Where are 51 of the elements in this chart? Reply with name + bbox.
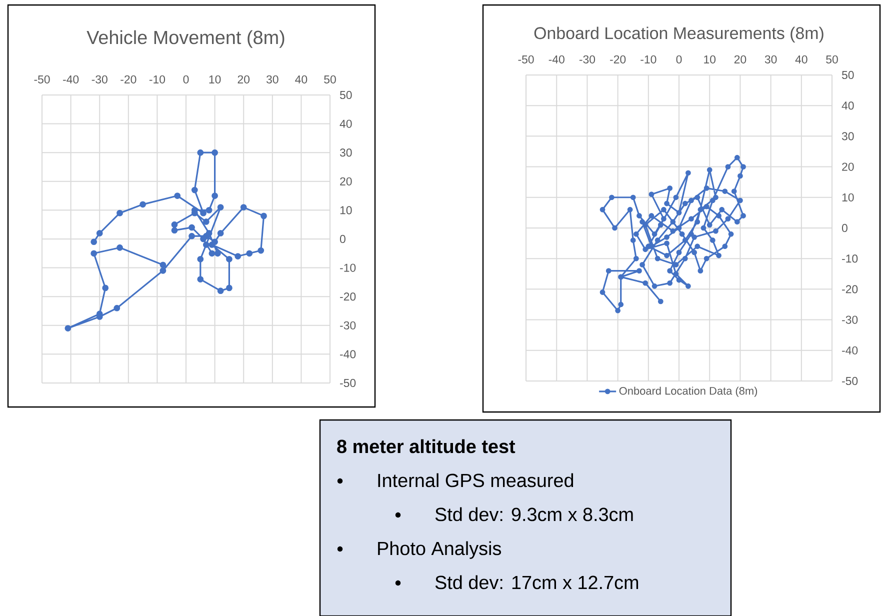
y-tick-label: 20 bbox=[842, 162, 854, 171]
x-tick-label: 10 bbox=[704, 55, 716, 64]
y-tick-label: -50 bbox=[842, 376, 858, 386]
x-tick-label: -20 bbox=[120, 75, 136, 84]
text: Std dev: 9.3cm x 8.3cm bbox=[435, 507, 633, 522]
x-tick-label: -30 bbox=[579, 55, 596, 64]
y-tick-label: 20 bbox=[340, 177, 352, 186]
y-tick-label: -30 bbox=[340, 321, 356, 330]
x-tick-label: 20 bbox=[734, 55, 746, 64]
y-tick-label: -40 bbox=[842, 346, 858, 354]
x-tick-label: 20 bbox=[238, 75, 250, 84]
y-tick-label: 10 bbox=[340, 206, 352, 214]
y-tick-label: -20 bbox=[842, 285, 858, 294]
x-tick-label: 0 bbox=[676, 55, 682, 64]
x-tick-label: -10 bbox=[640, 55, 656, 64]
y-tick-label: -40 bbox=[340, 350, 356, 358]
chart-title: Vehicle Movement (8m) bbox=[86, 30, 284, 48]
x-tick-label: -30 bbox=[92, 75, 108, 84]
x-tick-label: 50 bbox=[324, 75, 336, 84]
y-tick-label: -50 bbox=[340, 378, 356, 388]
text: Internal GPS measured bbox=[378, 473, 574, 488]
x-tick-label: 40 bbox=[295, 75, 308, 84]
x-tick-label: -10 bbox=[149, 75, 166, 84]
y-tick-label: -20 bbox=[340, 292, 356, 301]
y-tick-label: 10 bbox=[842, 193, 854, 202]
x-tick-label: -20 bbox=[610, 55, 626, 64]
y-tick-label: 30 bbox=[340, 148, 352, 157]
x-tick-label: -50 bbox=[518, 55, 534, 64]
y-tick-label: 40 bbox=[340, 120, 352, 128]
chart-title: Onboard Location Measurements (8m) bbox=[534, 26, 824, 42]
x-tick-label: 50 bbox=[826, 55, 838, 64]
y-tick-label: 0 bbox=[340, 234, 346, 244]
x-tick-label: 30 bbox=[266, 75, 278, 84]
y-tick-label: -10 bbox=[340, 264, 356, 272]
text: Photo Analysis bbox=[378, 541, 502, 559]
text: 8 meter altitude test bbox=[337, 439, 516, 454]
x-tick-label: -40 bbox=[63, 75, 79, 84]
x-tick-label: 10 bbox=[209, 75, 221, 84]
y-tick-label: 0 bbox=[842, 224, 848, 232]
y-tick-label: 40 bbox=[842, 102, 854, 110]
text: Std dev: 17cm x 12.7cm bbox=[435, 575, 638, 590]
x-tick-label: 40 bbox=[795, 55, 808, 64]
x-tick-label: 0 bbox=[183, 75, 189, 84]
legend-label: Onboard Location Data (8m) bbox=[619, 386, 758, 397]
x-tick-label: -40 bbox=[548, 55, 564, 64]
y-tick-label: -10 bbox=[842, 254, 858, 263]
y-tick-label: 30 bbox=[842, 132, 854, 140]
y-tick-label: -30 bbox=[842, 316, 858, 324]
x-tick-label: 30 bbox=[764, 55, 777, 64]
x-tick-label: -50 bbox=[34, 75, 50, 84]
y-tick-label: 50 bbox=[340, 90, 352, 100]
